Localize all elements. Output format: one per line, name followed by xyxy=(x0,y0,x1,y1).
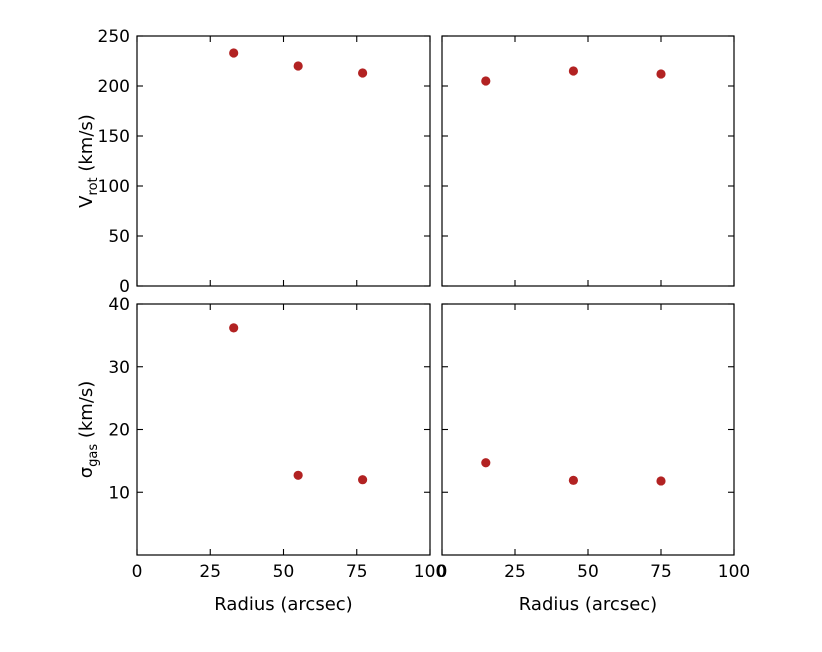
y-tick-label: 150 xyxy=(98,127,130,147)
data-point xyxy=(229,48,239,58)
y-tick-label: 50 xyxy=(108,227,130,247)
y-tick-label: 250 xyxy=(98,27,130,47)
panel-top-left: 0 50 100 150 200 250 Vrot (km/s) xyxy=(76,27,431,297)
data-point xyxy=(568,66,579,76)
data-point xyxy=(293,61,303,71)
panel-bottom-left: 10 20 30 40 0 25 50 75 100 Radius (arcsec) σgas (k… xyxy=(76,295,446,615)
y-tick-label: 200 xyxy=(98,77,130,97)
x-tick-label: 50 xyxy=(577,562,599,582)
x-axis-label: Radius (arcsec) xyxy=(214,594,352,615)
y-tick-label: 20 xyxy=(108,421,130,441)
x-tick-label: 100 xyxy=(414,562,446,582)
data-point xyxy=(358,475,368,485)
data-point xyxy=(358,68,368,78)
plot-frame xyxy=(136,303,431,556)
plot-frame xyxy=(136,35,431,287)
y-tick-label: 100 xyxy=(98,177,130,197)
x-tick-label: 100 xyxy=(718,562,750,582)
x-tick-label: 25 xyxy=(504,562,526,582)
y-tick-label: 10 xyxy=(108,483,130,503)
x-axis-label: Radius (arcsec) xyxy=(519,594,657,615)
x-tick-label: 75 xyxy=(650,562,672,582)
y-axis-label: σgas (km/s) xyxy=(76,381,101,479)
data-point xyxy=(481,76,491,86)
plot-frame xyxy=(441,303,735,556)
data-point xyxy=(656,476,666,486)
data-point xyxy=(656,69,666,79)
data-point xyxy=(568,475,579,485)
y-axis-label: Vrot (km/s) xyxy=(76,114,101,208)
x-tick-label: 75 xyxy=(346,562,368,582)
plot-frame xyxy=(441,35,735,287)
y-tick-label: 40 xyxy=(108,295,130,315)
x-tick-label: 50 xyxy=(273,562,295,582)
x-tick-label: 0 xyxy=(437,562,448,582)
data-point xyxy=(293,470,303,480)
y-tick-label: 30 xyxy=(108,358,130,378)
data-point xyxy=(229,323,239,333)
y-tick-label: 0 xyxy=(119,277,130,297)
data-point xyxy=(481,458,491,468)
panel-bottom-right: 0 25 50 75 100 Radius (arcsec) xyxy=(437,303,750,615)
x-tick-label: 25 xyxy=(199,562,221,582)
panel-top-right xyxy=(441,35,735,287)
x-tick-label: 0 xyxy=(132,562,143,582)
